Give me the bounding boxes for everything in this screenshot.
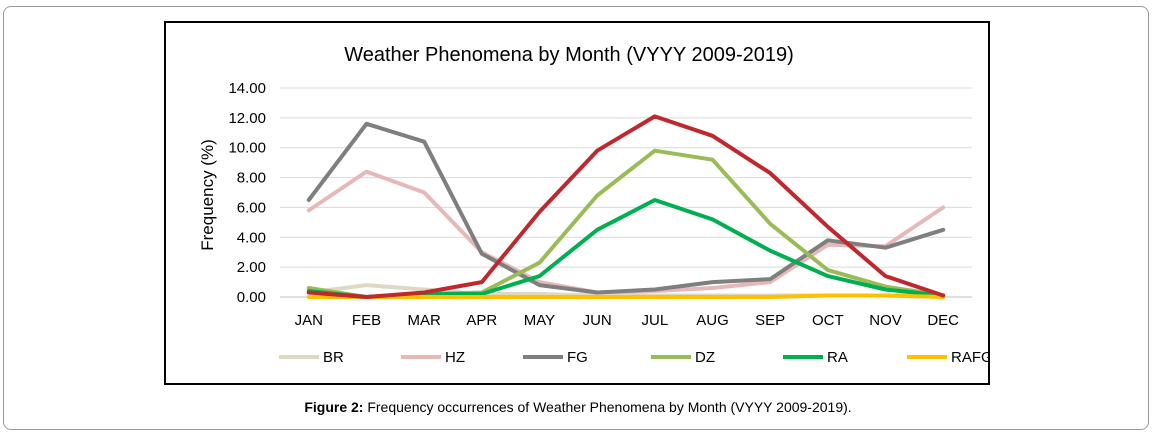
y-axis-label: Frequency (%) [198, 139, 217, 250]
y-tick-label: 14.00 [228, 80, 266, 97]
x-tick-label: AUG [696, 312, 729, 329]
legend-label-br: BR [323, 349, 344, 366]
gridlines [280, 87, 972, 298]
line-chart: Weather Phenomena by Month (VYYY 2009-20… [198, 44, 988, 366]
legend: BRHZFGDZRARAFGTSRA [279, 349, 988, 366]
x-tick-label: NOV [869, 312, 902, 329]
x-tick-labels: JAN FEB MAR APR MAY JUN JUL AUG SEP OCT NOV DEC [295, 312, 960, 329]
series-line-rafg [306, 293, 946, 299]
y-tick-label: 6.00 [237, 199, 266, 216]
chart-title: Weather Phenomena by Month (VYYY 2009-20… [344, 44, 794, 66]
y-tick-labels: 0.00 2.00 4.00 6.00 8.00 10.00 12.00 14.00 [228, 80, 266, 306]
y-tick-label: 2.00 [237, 259, 266, 276]
caption-text: Frequency occurrences of Weather Phenome… [363, 399, 852, 415]
x-tick-label: MAR [407, 312, 441, 329]
series-line-dz [306, 148, 946, 299]
y-tick-label: 12.00 [228, 110, 266, 127]
series-lines [306, 114, 946, 299]
series-line-tsra [306, 114, 946, 299]
legend-label-rafg: RAFG [951, 349, 988, 366]
x-tick-label: JUL [641, 312, 668, 329]
caption-label: Figure 2: [304, 399, 364, 415]
x-tick-label: JUN [583, 312, 612, 329]
x-tick-label: JAN [295, 312, 323, 329]
x-tick-label: MAY [524, 312, 555, 329]
x-tick-label: OCT [812, 312, 844, 329]
legend-label-dz: DZ [695, 349, 715, 366]
x-tick-label: SEP [755, 312, 785, 329]
chart-container: Weather Phenomena by Month (VYYY 2009-20… [164, 21, 990, 385]
x-tick-label: APR [466, 312, 497, 329]
series-line-ra [306, 198, 946, 299]
y-tick-label: 0.00 [237, 289, 266, 306]
legend-label-hz: HZ [445, 349, 465, 366]
y-tick-label: 10.00 [228, 140, 266, 157]
y-tick-label: 4.00 [237, 229, 266, 246]
legend-label-fg: FG [567, 349, 588, 366]
figure-caption: Figure 2: Frequency occurrences of Weath… [0, 399, 1156, 415]
legend-label-ra: RA [827, 349, 848, 366]
x-tick-label: DEC [927, 312, 959, 329]
series-line-fg [306, 121, 946, 295]
x-tick-label: FEB [352, 312, 381, 329]
y-tick-label: 8.00 [237, 170, 266, 187]
